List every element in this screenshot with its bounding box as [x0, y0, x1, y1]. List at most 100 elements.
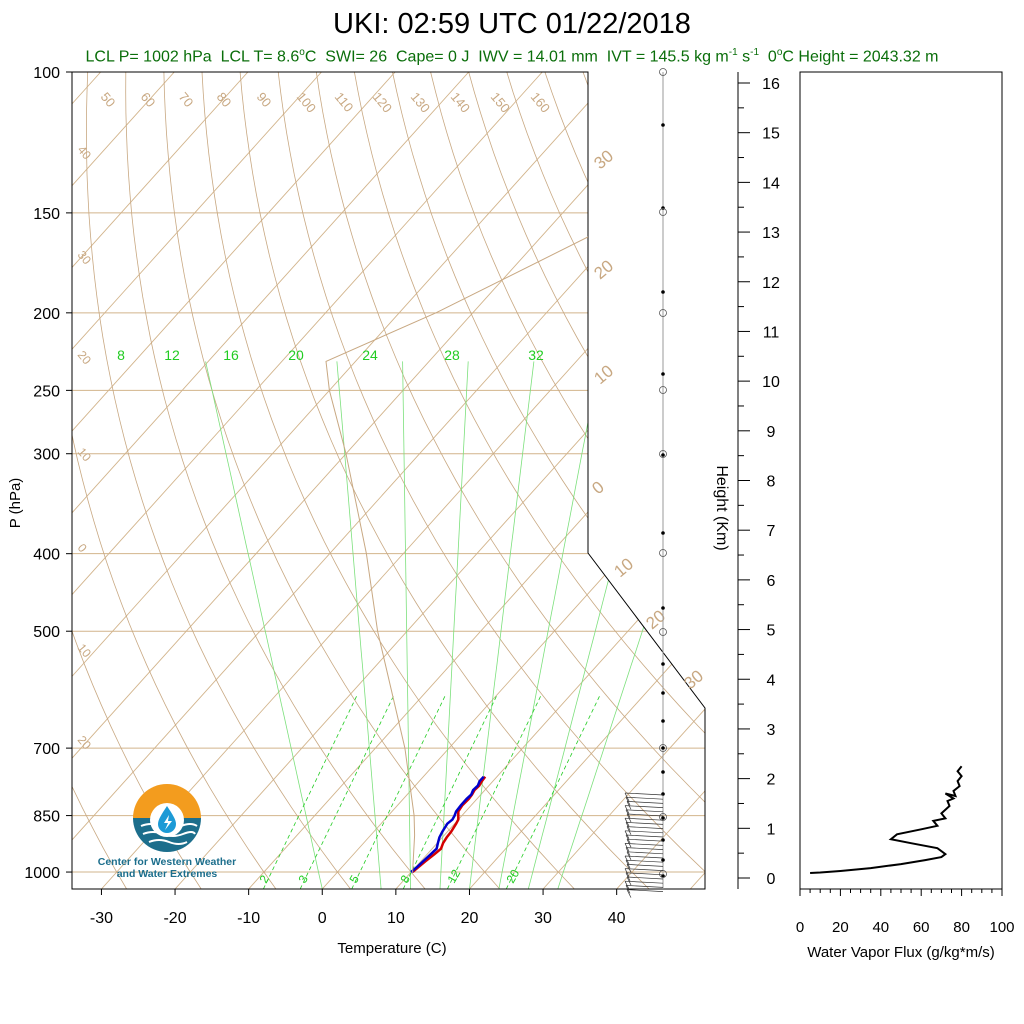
y-tick-label: 100	[33, 65, 60, 82]
dry-adiabat	[72, 72, 202, 889]
ivt-value: IVT = 145.5 kg m	[606, 48, 729, 66]
height-tick-label: 10	[762, 374, 780, 391]
temperature-label-left: 10	[75, 641, 95, 660]
temperature-label-right: 30	[680, 666, 707, 693]
isotherm-line	[101, 72, 705, 889]
cape-value: Cape= 0 J	[396, 48, 470, 66]
dry-adiabat	[163, 72, 501, 889]
iwv-value: IWV = 14.01 mm	[478, 48, 598, 66]
freezing-height-prefix: 0	[767, 48, 777, 66]
wind-barb	[626, 889, 664, 892]
isotherm-line	[72, 72, 249, 889]
moist-adiabat	[439, 361, 469, 889]
isotherm-line	[72, 72, 690, 889]
y-tick-label: 400	[33, 547, 60, 564]
height-tick-label: 13	[762, 225, 780, 242]
freezing-height-value: C Height = 2043.32 m	[782, 48, 939, 66]
height-tick-label: 2	[767, 772, 776, 789]
x-tick-label: 0	[318, 910, 327, 927]
dry-adiabat	[620, 72, 705, 889]
x-tick-label: 10	[387, 910, 405, 927]
temperature-label-left: 0	[75, 541, 90, 555]
lcl-pressure: LCL P= 1002 hPa	[85, 48, 212, 66]
isotherm-line	[764, 72, 1024, 889]
mixing-ratio-line	[402, 694, 498, 889]
x-tick-label: 30	[534, 910, 552, 927]
isotherm-label: 160	[528, 89, 553, 115]
wind-barb-flag	[626, 889, 632, 898]
moist-adiabat	[469, 361, 535, 889]
flux-axis-title: Water Vapor Flux (g/kg*m/s)	[807, 944, 995, 961]
wind-level-dot	[661, 531, 665, 535]
wind-level-dot	[661, 691, 665, 695]
mixing-ratio-line	[263, 694, 358, 889]
skew-t-series	[325, 134, 705, 873]
mixing-ratio-label: 20	[503, 867, 522, 886]
calm-wind-circle	[659, 68, 667, 76]
dry-adiabat	[201, 72, 575, 889]
wind-level-dot	[661, 453, 665, 457]
calm-wind-circle	[659, 813, 667, 821]
y-axis-title: P (hPa)	[7, 478, 24, 529]
isotherm-label: 140	[448, 89, 473, 115]
swi-value: SWI= 26	[325, 48, 388, 66]
cw3e-logo-caption: Center for Western Weather and Water Ext…	[92, 856, 242, 880]
temperature-label-right: 10	[610, 554, 637, 581]
moist-adiabat-label: 24	[362, 347, 378, 363]
mixing-ratio-line	[447, 694, 542, 889]
calm-wind-circle	[659, 450, 667, 458]
isotherm-line	[72, 72, 617, 889]
y-tick-label: 200	[33, 306, 60, 323]
x-axis-title: Temperature (C)	[337, 940, 446, 957]
isotherm-label: 150	[488, 89, 513, 115]
x-tick-label: 20	[461, 910, 479, 927]
mixing-ratio-label: 3	[295, 872, 311, 885]
wind-barb	[624, 817, 664, 821]
wind-barb-flag	[626, 826, 632, 835]
temperature-label-right: 10	[590, 361, 617, 388]
mixing-ratio-label: 2	[256, 872, 272, 885]
mixing-ratio-label: 5	[346, 872, 362, 885]
dry-adiabat	[735, 72, 1024, 889]
calm-wind-circle	[659, 309, 667, 317]
skew-t-frame	[66, 71, 706, 895]
logo-line-1: Center for Western Weather	[97, 856, 237, 868]
moist-adiabat	[498, 361, 600, 889]
lcl-temperature-unit: C	[304, 48, 317, 66]
isotherm-line	[469, 72, 705, 889]
wind-barb	[624, 792, 664, 796]
wind-barb-flag	[626, 813, 632, 823]
wind-barb	[626, 851, 664, 855]
wind-barb	[625, 859, 664, 863]
moist-adiabat	[205, 361, 323, 889]
isotherm-line	[72, 72, 322, 889]
isotherm-line	[542, 72, 705, 889]
skew-t-background	[72, 72, 1024, 889]
calm-wind-circle	[659, 208, 667, 216]
water-vapor-flux-panel: 0 20 40 60 80 100 Water Vapor Flux (g/kg*m/s)	[796, 71, 1015, 961]
wind-barb	[625, 822, 664, 825]
wind-barb-flag	[626, 864, 632, 873]
lcl-temperature: LCL T= 8.6	[220, 48, 300, 66]
y-tick-label: 300	[33, 447, 60, 464]
isotherm-label: 90	[254, 89, 275, 110]
temperature-label-left: 20	[75, 348, 95, 367]
wind-barb-profile	[624, 68, 667, 898]
height-axis-title: Height (Km)	[713, 465, 730, 550]
mixing-ratio-line	[299, 694, 395, 889]
height-tick-label: 16	[762, 76, 780, 93]
cw3e-logo: Center for Western Weather and Water Ext…	[92, 782, 242, 880]
wind-level-dot	[661, 719, 665, 723]
wind-barb	[624, 843, 664, 846]
wind-barb	[624, 830, 664, 834]
dry-adiabat	[582, 72, 705, 889]
flux-tick-label: 100	[989, 919, 1014, 936]
moist-adiabat-label: 20	[288, 347, 304, 363]
height-tick-label: 4	[767, 672, 776, 689]
flux-tick-label: 60	[913, 919, 930, 936]
height-tick-label: 11	[763, 324, 780, 341]
ivt-exp2: -1	[750, 47, 760, 58]
isotherm-line	[72, 72, 470, 889]
dry-adiabat	[774, 72, 1024, 889]
